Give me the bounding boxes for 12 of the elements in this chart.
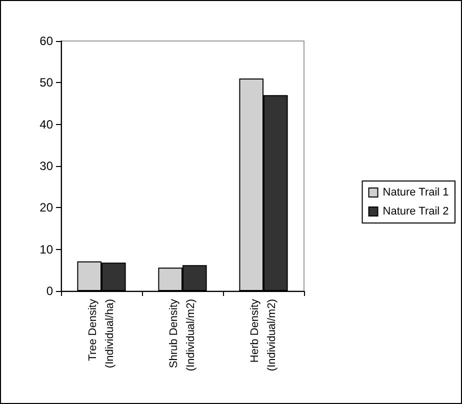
y-tick-label: 20 <box>40 200 54 215</box>
x-tick-label: Shrub Density (Individual/m2) <box>168 298 197 372</box>
y-tick-label: 10 <box>40 242 54 256</box>
y-tick-label: 40 <box>40 117 54 132</box>
legend-label: Nature Trail 2 <box>382 206 449 218</box>
y-tick-label: 50 <box>40 76 54 90</box>
legend-label: Nature Trail 1 <box>382 186 449 198</box>
y-tick-label: 30 <box>40 159 54 173</box>
y-tick-label: 0 <box>46 284 54 298</box>
x-tick-label: Tree Density (Individual/ha) <box>87 298 116 368</box>
y-tick-label: 60 <box>40 34 54 48</box>
x-tick-label: Herb Density (Individual/m2) <box>249 298 278 372</box>
